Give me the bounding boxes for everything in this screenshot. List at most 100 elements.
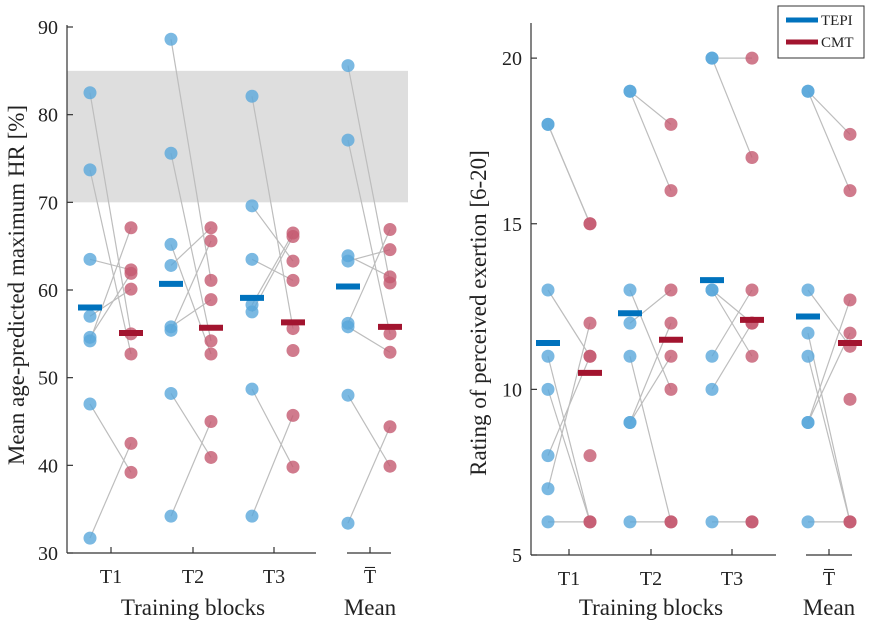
point-tepi-T2 [164,258,178,272]
y-axis-label-exertion: Rating of perceived exertion [6-20] [466,150,491,476]
point-tepi-T2 [623,316,637,330]
point-tepi-T1 [541,449,555,463]
points-heart-rate [83,32,397,545]
point-cmt-Mean [383,327,397,341]
link-T1 [89,227,132,342]
point-tepi-T3 [705,283,719,297]
point-tepi-T1 [83,397,97,411]
link-T1 [89,403,132,473]
link-Mean [807,332,851,523]
link-Mean [347,426,391,524]
point-cmt-T3 [286,343,300,357]
x-tick-label: T2 [640,568,662,590]
link-T2 [170,240,212,331]
link-Mean [347,326,391,353]
point-tepi-T2 [164,323,178,337]
y-tick-label: 70 [38,192,58,214]
point-tepi-T2 [623,84,637,98]
link-T3 [711,289,753,357]
point-cmt-T3 [286,230,300,244]
point-cmt-T3 [745,515,759,529]
y-axis-label-heart-rate: Mean age-predicted maximum HR [%] [4,105,29,465]
point-cmt-Mean [383,223,397,237]
link-T2 [629,289,672,324]
legend-label-tepi: TEPI [821,13,853,29]
link-Mean [347,229,391,324]
links-exertion [547,57,851,523]
point-cmt-T1 [583,349,597,363]
point-tepi-T2 [164,509,178,523]
point-cmt-T1 [124,436,138,450]
panel-exertion: 5 10 15 20 T1 T2 T3 T̅ Rating of perceived exer… [466,23,862,620]
point-tepi-Mean [801,416,815,429]
point-cmt-T2 [664,316,678,330]
point-cmt-Mean [843,127,857,141]
link-T3 [251,388,294,468]
axes-exertion: 5 10 15 20 T1 T2 T3 T̅ [502,23,852,590]
point-cmt-Mean [843,293,857,307]
point-cmt-T3 [745,283,759,297]
axes-heart-rate: 30 40 50 60 70 80 90 T1 T2 T3 T̅ [38,17,391,588]
point-cmt-Mean [843,515,857,529]
point-tepi-Mean [801,326,815,340]
link-T1 [89,258,132,271]
point-cmt-T2 [664,382,678,396]
link-T1 [547,289,591,357]
point-cmt-T3 [745,51,759,65]
point-tepi-T1 [83,334,97,348]
point-cmt-T2 [664,184,678,198]
point-cmt-T2 [664,349,678,363]
link-T2 [170,244,212,355]
x-tick-label: T̅ [364,566,376,588]
point-tepi-T3 [705,51,719,65]
point-cmt-Mean [843,326,857,340]
point-tepi-T1 [541,283,555,297]
link-Mean [807,91,851,191]
link-T1 [547,389,591,523]
point-tepi-Mean [341,388,355,402]
link-Mean [807,299,851,423]
x-tick-label: T3 [263,566,285,588]
point-tepi-T3 [245,252,259,266]
point-cmt-Mean [383,459,397,473]
point-cmt-T2 [204,415,218,428]
point-cmt-T3 [745,151,759,164]
link-Mean [807,356,851,523]
x-tick-label: T2 [182,566,204,588]
y-tick-label: 60 [38,280,58,302]
point-tepi-T3 [705,515,719,529]
link-T1 [89,169,132,355]
point-cmt-T2 [204,221,218,235]
means-exertion [536,277,862,376]
link-Mean [347,249,391,262]
point-tepi-T3 [705,349,719,363]
link-T3 [711,57,753,158]
point-tepi-T1 [83,309,97,323]
point-tepi-T3 [245,305,259,319]
link-T2 [170,421,212,517]
point-cmt-T1 [124,347,138,361]
point-cmt-Mean [383,276,397,290]
point-cmt-T2 [204,273,218,287]
point-cmt-T2 [204,293,218,307]
point-cmt-T3 [286,273,300,287]
point-cmt-T2 [204,450,218,464]
point-cmt-Mean [843,392,857,406]
panel-heart-rate: 30 40 50 60 70 80 90 T1 T2 T3 T̅ Mean age-predicte… [4,17,408,620]
x-tick-label: T̅ [823,568,835,590]
link-T1 [547,124,591,224]
link-T3 [251,232,294,306]
point-cmt-T2 [204,334,218,348]
links-heart-rate [89,39,391,539]
y-tick-label: 50 [38,368,58,390]
point-cmt-T1 [583,316,597,330]
point-tepi-T1 [541,482,555,496]
point-tepi-T3 [245,199,259,213]
point-tepi-T1 [541,349,555,363]
y-tick-label: 40 [38,455,58,477]
point-cmt-Mean [383,243,397,257]
point-tepi-T1 [83,531,97,545]
link-Mean [807,332,851,423]
point-tepi-T1 [83,86,97,100]
link-T2 [629,356,672,523]
